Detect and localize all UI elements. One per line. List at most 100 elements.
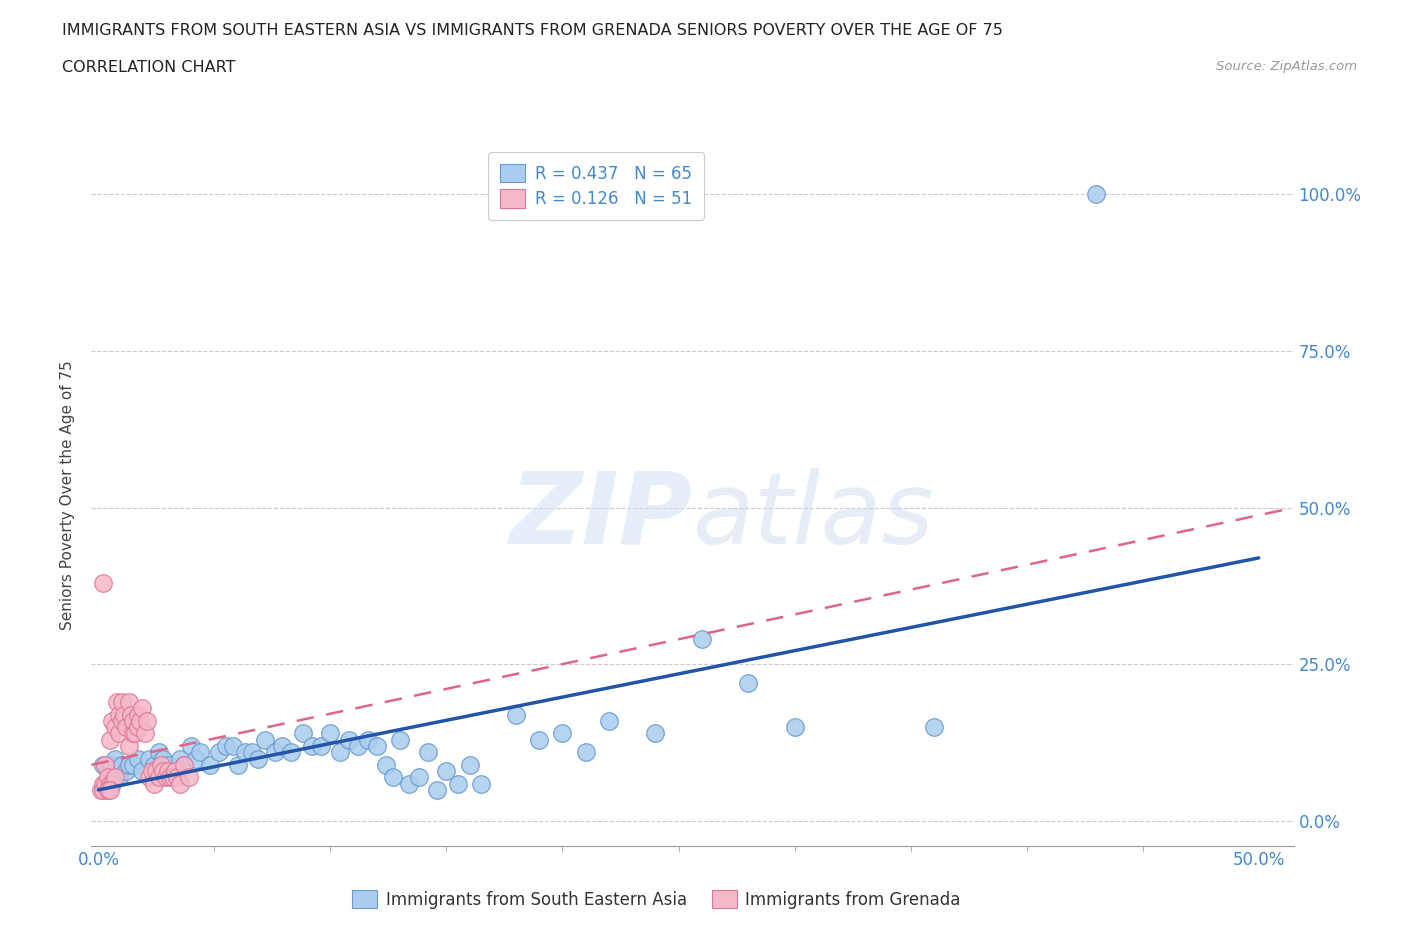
- Point: [97, 764, 120, 778]
- Text: atlas: atlas: [692, 468, 934, 565]
- Point: [143, 757, 166, 772]
- Point: [101, 757, 124, 772]
- Point: [127, 751, 149, 766]
- Point: [150, 757, 173, 772]
- Point: [98, 732, 121, 747]
- Point: [159, 770, 181, 785]
- Point: [436, 764, 458, 778]
- Point: [184, 751, 207, 766]
- Point: [198, 757, 221, 772]
- Point: [458, 757, 481, 772]
- Point: [127, 720, 149, 735]
- Point: [98, 782, 121, 797]
- Point: [375, 757, 398, 772]
- Point: [575, 745, 598, 760]
- Text: IMMIGRANTS FROM SOUTH EASTERN ASIA VS IMMIGRANTS FROM GRENADA SENIORS POVERTY OV: IMMIGRANTS FROM SOUTH EASTERN ASIA VS IM…: [62, 23, 1002, 38]
- Point: [166, 770, 188, 785]
- Point: [180, 738, 202, 753]
- Point: [162, 770, 184, 785]
- Point: [922, 720, 945, 735]
- Point: [470, 777, 492, 791]
- Point: [215, 738, 238, 753]
- Point: [131, 701, 153, 716]
- Point: [138, 751, 160, 766]
- Point: [97, 770, 120, 785]
- Point: [226, 757, 249, 772]
- Point: [163, 764, 186, 778]
- Point: [108, 707, 131, 722]
- Point: [398, 777, 420, 791]
- Point: [329, 745, 352, 760]
- Point: [169, 751, 191, 766]
- Point: [136, 713, 159, 728]
- Point: [134, 726, 156, 741]
- Y-axis label: Seniors Poverty Over the Age of 75: Seniors Poverty Over the Age of 75: [60, 360, 76, 631]
- Point: [91, 782, 114, 797]
- Point: [127, 707, 149, 722]
- Point: [254, 732, 277, 747]
- Point: [124, 726, 146, 741]
- Point: [416, 745, 439, 760]
- Text: CORRELATION CHART: CORRELATION CHART: [62, 60, 235, 75]
- Text: Source: ZipAtlas.com: Source: ZipAtlas.com: [1216, 60, 1357, 73]
- Point: [222, 738, 245, 753]
- Point: [301, 738, 323, 753]
- Point: [105, 695, 128, 710]
- Point: [91, 777, 114, 791]
- Point: [152, 764, 174, 778]
- Point: [177, 770, 200, 785]
- Point: [117, 695, 139, 710]
- Point: [94, 757, 117, 772]
- Point: [122, 757, 145, 772]
- Point: [117, 738, 139, 753]
- Point: [104, 770, 127, 785]
- Point: [426, 782, 449, 797]
- Point: [120, 707, 142, 722]
- Point: [91, 757, 114, 772]
- Point: [263, 745, 285, 760]
- Point: [145, 764, 167, 778]
- Point: [169, 777, 191, 791]
- Point: [148, 745, 170, 760]
- Text: ZIP: ZIP: [509, 468, 692, 565]
- Point: [156, 757, 179, 772]
- Point: [148, 770, 170, 785]
- Point: [156, 764, 179, 778]
- Point: [408, 770, 430, 785]
- Point: [101, 777, 124, 791]
- Point: [690, 632, 713, 647]
- Point: [129, 713, 152, 728]
- Point: [94, 777, 117, 791]
- Point: [337, 732, 360, 747]
- Point: [91, 576, 114, 591]
- Legend: Immigrants from South Eastern Asia, Immigrants from Grenada: Immigrants from South Eastern Asia, Immi…: [346, 884, 967, 915]
- Point: [155, 770, 177, 785]
- Point: [529, 732, 551, 747]
- Point: [208, 745, 231, 760]
- Point: [138, 770, 160, 785]
- Point: [104, 751, 127, 766]
- Point: [98, 777, 121, 791]
- Point: [356, 732, 378, 747]
- Point: [233, 745, 256, 760]
- Point: [447, 777, 470, 791]
- Point: [108, 770, 131, 785]
- Point: [122, 726, 145, 741]
- Point: [112, 707, 135, 722]
- Point: [141, 764, 163, 778]
- Point: [309, 738, 332, 753]
- Point: [115, 720, 138, 735]
- Point: [101, 713, 124, 728]
- Point: [240, 745, 263, 760]
- Point: [783, 720, 806, 735]
- Point: [291, 726, 314, 741]
- Point: [97, 782, 120, 797]
- Point: [108, 726, 131, 741]
- Point: [152, 751, 174, 766]
- Point: [117, 757, 139, 772]
- Point: [122, 713, 145, 728]
- Point: [270, 738, 292, 753]
- Point: [347, 738, 370, 753]
- Point: [366, 738, 388, 753]
- Point: [173, 757, 195, 772]
